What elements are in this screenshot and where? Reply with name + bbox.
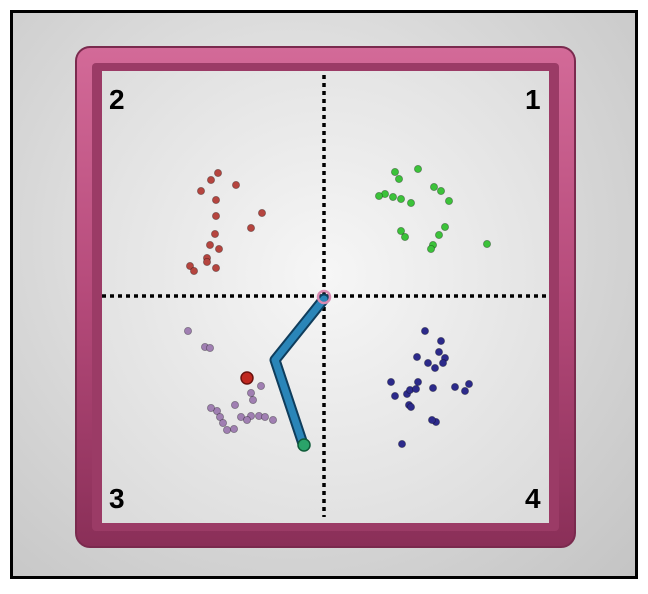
data-dot bbox=[213, 168, 222, 177]
data-dot bbox=[260, 412, 269, 421]
quadrant-label-1: 1 bbox=[525, 84, 541, 115]
data-dot bbox=[390, 167, 399, 176]
data-dot bbox=[444, 196, 453, 205]
data-dot bbox=[246, 223, 255, 232]
arena-frame: 2 1 3 4 bbox=[10, 10, 638, 579]
data-dot bbox=[205, 343, 214, 352]
data-dot bbox=[256, 381, 265, 390]
data-dot bbox=[411, 384, 420, 393]
data-dot bbox=[211, 211, 220, 220]
data-dot bbox=[413, 164, 422, 173]
data-dot bbox=[434, 230, 443, 239]
data-dot bbox=[206, 175, 215, 184]
data-dot bbox=[427, 415, 436, 424]
data-dot bbox=[229, 424, 238, 433]
data-dot bbox=[386, 377, 395, 386]
data-dot bbox=[211, 263, 220, 272]
data-dot bbox=[374, 191, 383, 200]
data-dot bbox=[248, 395, 257, 404]
quadrant-3-dots bbox=[183, 326, 277, 434]
data-dot bbox=[212, 406, 221, 415]
arena-scene bbox=[75, 46, 576, 548]
data-dot bbox=[413, 377, 422, 386]
quadrant-label-4: 4 bbox=[525, 483, 541, 514]
data-dot bbox=[396, 194, 405, 203]
data-dot bbox=[428, 383, 437, 392]
data-dot bbox=[215, 412, 224, 421]
data-dot bbox=[430, 363, 439, 372]
data-dot bbox=[450, 382, 459, 391]
data-dot bbox=[420, 326, 429, 335]
data-dot bbox=[388, 192, 397, 201]
data-dot bbox=[211, 195, 220, 204]
quadrant-2-dots bbox=[185, 168, 266, 275]
quadrant-1-dots bbox=[374, 164, 491, 253]
data-dot bbox=[222, 425, 231, 434]
data-dot bbox=[464, 379, 473, 388]
quadrant-label-3: 3 bbox=[109, 483, 125, 514]
data-dot bbox=[242, 415, 251, 424]
data-dot bbox=[268, 415, 277, 424]
data-dot bbox=[189, 266, 198, 275]
data-dot bbox=[436, 336, 445, 345]
data-dot bbox=[438, 358, 447, 367]
data-dot bbox=[440, 222, 449, 231]
start-ring-icon bbox=[316, 289, 332, 305]
data-dot bbox=[460, 386, 469, 395]
data-dot bbox=[397, 439, 406, 448]
data-dot bbox=[423, 358, 432, 367]
data-dot bbox=[412, 352, 421, 361]
data-dot bbox=[206, 403, 215, 412]
data-dot bbox=[257, 208, 266, 217]
data-dot bbox=[434, 347, 443, 356]
data-dot bbox=[183, 326, 192, 335]
data-dot bbox=[436, 186, 445, 195]
highlight-dot-icon bbox=[240, 371, 254, 385]
data-dot bbox=[230, 400, 239, 409]
data-dot bbox=[482, 239, 491, 248]
data-dot bbox=[218, 418, 227, 427]
data-dot bbox=[185, 261, 194, 270]
data-dot bbox=[394, 174, 403, 183]
data-dot bbox=[396, 226, 405, 235]
data-dot bbox=[246, 388, 255, 397]
data-dot bbox=[236, 412, 245, 421]
swim-path bbox=[271, 295, 328, 448]
data-dot bbox=[202, 257, 211, 266]
data-dot bbox=[429, 182, 438, 191]
data-dot bbox=[390, 391, 399, 400]
quadrant-4-dots bbox=[386, 326, 473, 448]
data-dot bbox=[210, 229, 219, 238]
quadrant-label-2: 2 bbox=[109, 84, 125, 115]
data-dot bbox=[196, 186, 205, 195]
data-dot bbox=[231, 180, 240, 189]
path-end-icon bbox=[297, 438, 311, 452]
data-dot bbox=[214, 244, 223, 253]
data-dot bbox=[406, 198, 415, 207]
data-dot bbox=[426, 244, 435, 253]
data-dot bbox=[406, 402, 415, 411]
data-dot bbox=[205, 240, 214, 249]
data-dot bbox=[400, 232, 409, 241]
